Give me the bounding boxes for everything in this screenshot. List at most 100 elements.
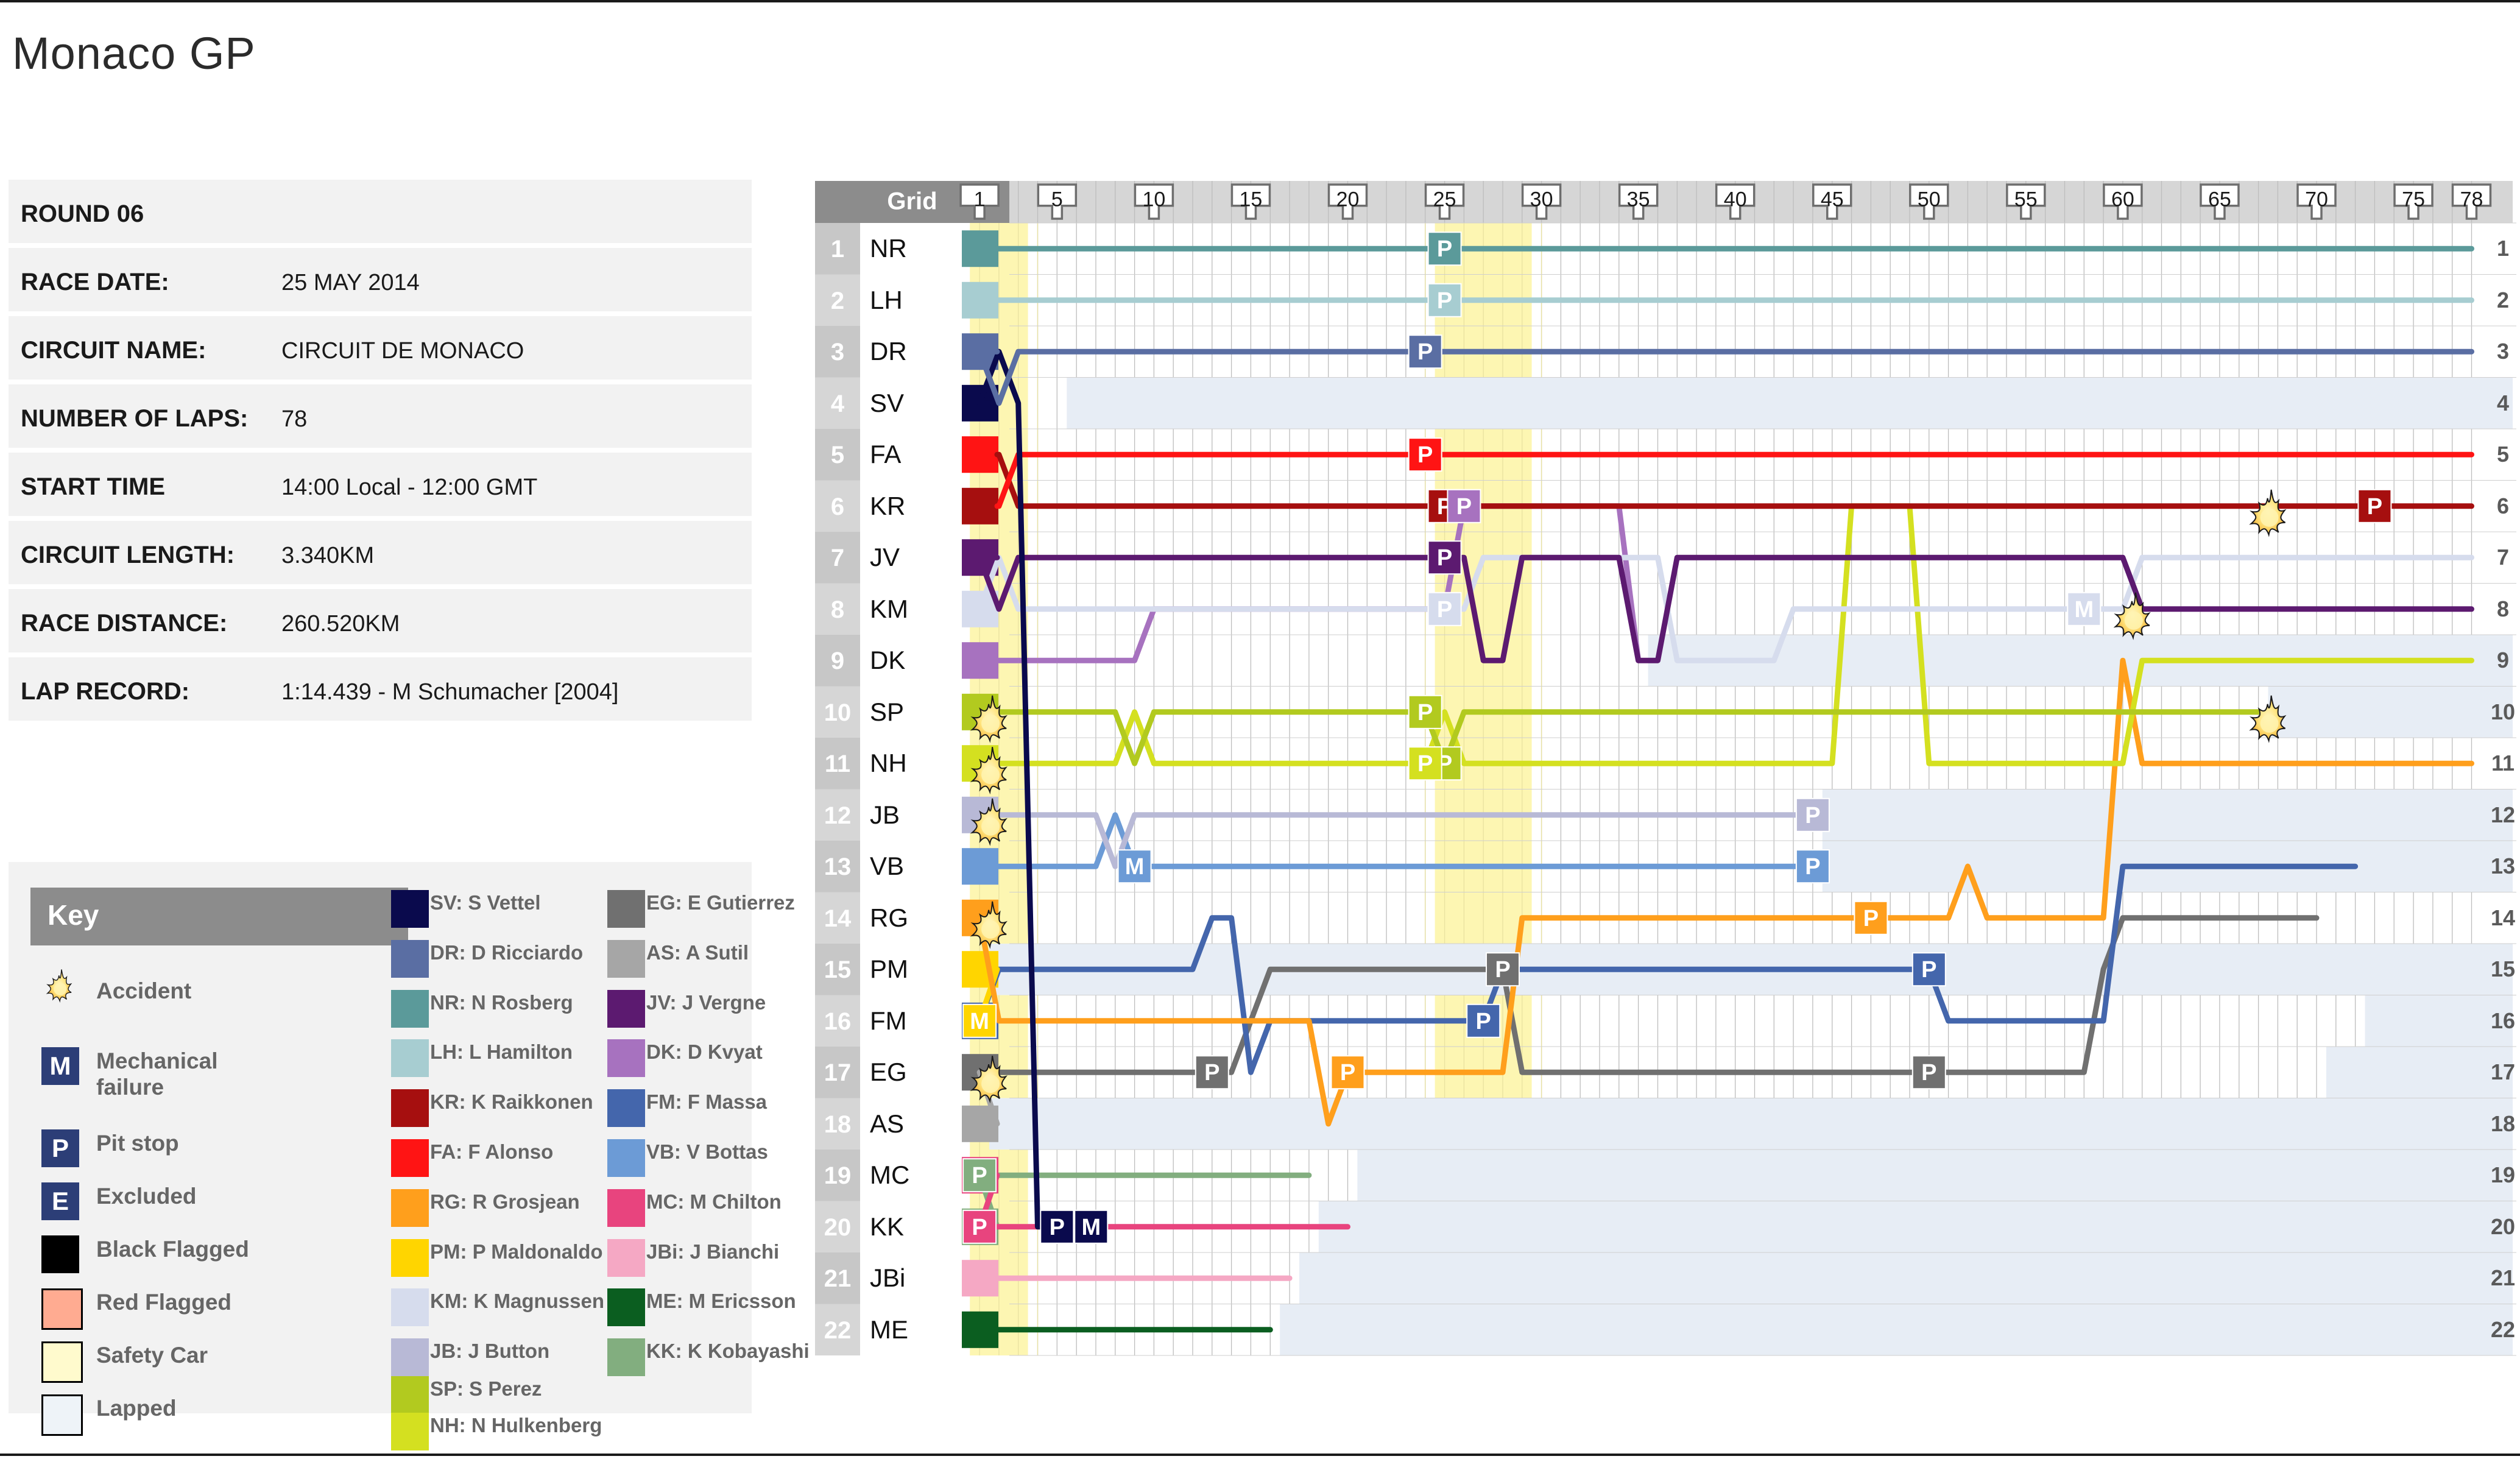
svg-text:70: 70	[2305, 188, 2328, 211]
svg-text:P: P	[1437, 597, 1452, 623]
svg-text:65: 65	[2208, 188, 2231, 211]
svg-text:20: 20	[824, 1214, 852, 1241]
svg-text:JB: JB	[870, 800, 900, 829]
svg-text:55: 55	[2014, 188, 2038, 211]
svg-text:7: 7	[2497, 545, 2509, 570]
svg-text:40: 40	[1724, 188, 1747, 211]
svg-text:2: 2	[2497, 288, 2509, 313]
svg-text:NR: NR	[870, 234, 907, 263]
svg-text:P: P	[972, 1215, 987, 1240]
svg-text:14: 14	[2491, 905, 2515, 930]
svg-text:45: 45	[1821, 188, 1844, 211]
svg-text:SV: SV	[870, 389, 904, 417]
svg-text:25: 25	[1433, 188, 1456, 211]
svg-text:SP: SP	[870, 698, 904, 726]
svg-text:KM: KM	[870, 595, 908, 623]
svg-text:3: 3	[2497, 339, 2509, 364]
svg-text:12: 12	[2491, 802, 2515, 827]
svg-text:NH: NH	[870, 749, 907, 777]
svg-text:FM: FM	[870, 1006, 907, 1035]
svg-text:3: 3	[831, 339, 844, 366]
svg-text:16: 16	[2491, 1008, 2515, 1033]
svg-text:15: 15	[824, 956, 852, 983]
svg-text:9: 9	[2497, 648, 2509, 673]
svg-text:1: 1	[831, 236, 844, 263]
svg-text:22: 22	[824, 1317, 852, 1344]
svg-text:PM: PM	[870, 955, 908, 983]
svg-text:KR: KR	[870, 492, 905, 520]
svg-text:60: 60	[2111, 188, 2134, 211]
svg-text:4: 4	[2497, 390, 2509, 415]
svg-text:EG: EG	[870, 1058, 907, 1086]
svg-text:17: 17	[2491, 1059, 2515, 1084]
svg-text:FA: FA	[870, 440, 901, 468]
svg-text:P: P	[1204, 1060, 1219, 1086]
svg-text:15: 15	[2491, 956, 2515, 981]
svg-text:78: 78	[2460, 188, 2483, 211]
svg-text:LH: LH	[870, 286, 903, 314]
svg-text:Grid: Grid	[887, 188, 937, 215]
svg-text:KK: KK	[870, 1212, 904, 1241]
svg-text:AS: AS	[870, 1109, 904, 1138]
svg-text:5: 5	[2497, 442, 2509, 467]
svg-text:5: 5	[831, 442, 844, 468]
svg-text:4: 4	[831, 390, 845, 417]
svg-text:JV: JV	[870, 543, 900, 571]
svg-text:P: P	[1437, 236, 1452, 262]
svg-text:P: P	[1417, 700, 1433, 726]
svg-text:P: P	[972, 1163, 987, 1189]
svg-text:17: 17	[824, 1059, 852, 1086]
svg-text:8: 8	[831, 596, 844, 623]
svg-text:12: 12	[824, 802, 852, 829]
svg-text:MC: MC	[870, 1160, 909, 1189]
svg-text:18: 18	[824, 1111, 852, 1138]
svg-text:1: 1	[2497, 236, 2509, 261]
svg-text:21: 21	[824, 1265, 852, 1292]
svg-text:10: 10	[2491, 699, 2515, 724]
svg-text:M: M	[1125, 854, 1145, 880]
svg-text:ME: ME	[870, 1315, 908, 1344]
svg-text:P: P	[1805, 854, 1820, 880]
svg-text:7: 7	[831, 545, 844, 571]
svg-text:P: P	[1921, 1060, 1936, 1086]
svg-text:P: P	[1456, 494, 1472, 520]
svg-text:VB: VB	[870, 852, 904, 880]
svg-text:DK: DK	[870, 646, 905, 674]
svg-text:P: P	[1050, 1215, 1065, 1240]
svg-text:P: P	[1495, 957, 1510, 983]
svg-text:15: 15	[1239, 188, 1262, 211]
svg-text:M: M	[1081, 1215, 1101, 1240]
svg-text:9: 9	[831, 648, 844, 674]
svg-text:19: 19	[824, 1162, 852, 1189]
svg-text:P: P	[1417, 751, 1433, 777]
svg-text:P: P	[1863, 906, 1879, 931]
svg-text:20: 20	[2491, 1214, 2515, 1239]
svg-text:30: 30	[1530, 188, 1553, 211]
svg-text:P: P	[1805, 803, 1820, 828]
svg-text:35: 35	[1627, 188, 1650, 211]
svg-text:1: 1	[974, 188, 986, 211]
svg-text:P: P	[1437, 288, 1452, 314]
svg-text:P: P	[1417, 442, 1433, 468]
svg-text:75: 75	[2402, 188, 2425, 211]
svg-text:14: 14	[824, 905, 852, 932]
svg-text:21: 21	[2491, 1265, 2515, 1290]
svg-text:8: 8	[2497, 596, 2509, 621]
svg-text:P: P	[1340, 1060, 1355, 1086]
svg-text:JBi: JBi	[870, 1263, 905, 1292]
svg-text:20: 20	[1336, 188, 1360, 211]
svg-text:6: 6	[2497, 493, 2509, 518]
svg-text:P: P	[2367, 494, 2382, 520]
svg-text:P: P	[1437, 545, 1452, 571]
svg-text:10: 10	[824, 699, 852, 726]
svg-text:10: 10	[1142, 188, 1165, 211]
svg-text:P: P	[1476, 1009, 1491, 1034]
svg-text:5: 5	[1051, 188, 1063, 211]
svg-text:M: M	[970, 1009, 989, 1034]
svg-text:6: 6	[831, 493, 844, 520]
svg-text:2: 2	[831, 288, 844, 314]
svg-text:13: 13	[824, 853, 852, 880]
svg-text:DR: DR	[870, 337, 907, 366]
svg-text:P: P	[1417, 339, 1433, 365]
svg-text:13: 13	[2491, 853, 2515, 878]
